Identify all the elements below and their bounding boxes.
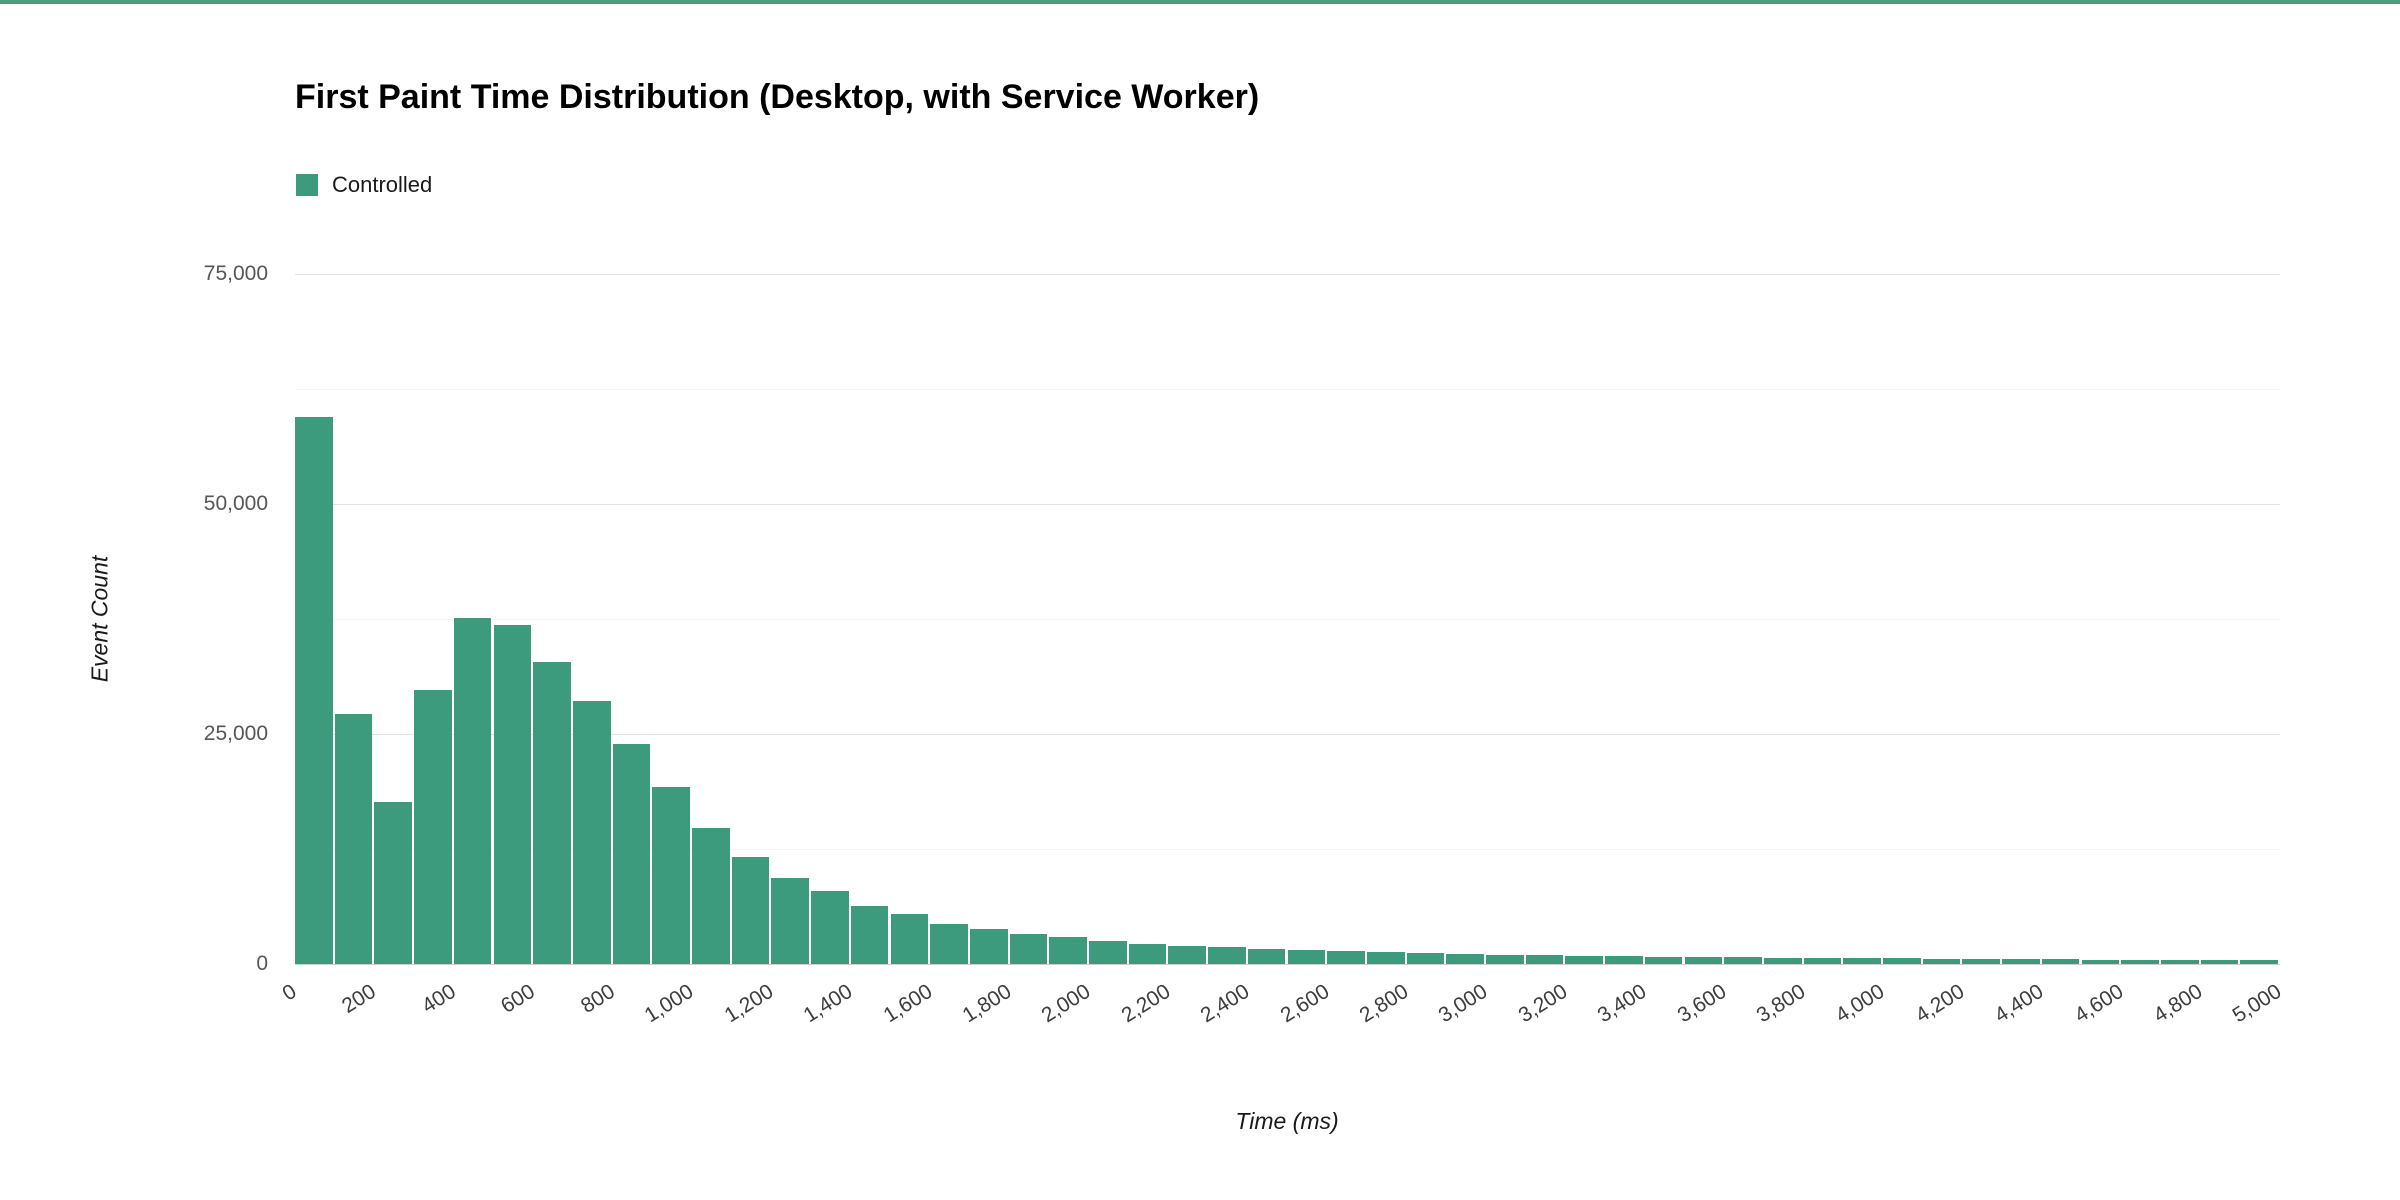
page-top-border (0, 0, 2400, 4)
histogram-bar[interactable] (612, 744, 651, 964)
x-tick-label: 3,600 (1673, 979, 1731, 1028)
histogram-bar[interactable] (1962, 959, 2001, 964)
x-tick-label: 3,800 (1752, 979, 1810, 1028)
y-tick-label: 75,000 (203, 262, 268, 285)
histogram-bar[interactable] (295, 416, 333, 964)
x-tick-label: 1,200 (720, 979, 778, 1028)
histogram-bar[interactable] (2002, 959, 2040, 964)
x-tick-label: 1,400 (799, 979, 857, 1028)
histogram-bar[interactable] (652, 787, 690, 964)
x-tick-label: 1,600 (879, 979, 937, 1028)
x-axis-baseline (295, 964, 2280, 965)
histogram-bar[interactable] (1565, 955, 1604, 964)
histogram-bar[interactable] (2240, 960, 2278, 964)
histogram-bar[interactable] (1049, 937, 1087, 964)
histogram-bar[interactable] (1803, 957, 1842, 964)
histogram-bar[interactable] (493, 625, 532, 964)
y-minor-gridline (295, 849, 2280, 850)
histogram-bar[interactable] (930, 923, 968, 964)
histogram-bar[interactable] (1009, 933, 1048, 964)
y-tick-label: 0 (256, 952, 268, 975)
legend-swatch-controlled[interactable] (296, 174, 318, 196)
histogram-bar[interactable] (414, 689, 452, 964)
plot-area (295, 274, 2280, 965)
histogram-bar[interactable] (1605, 956, 1643, 964)
x-tick-label: 4,800 (2149, 979, 2207, 1028)
histogram-bar[interactable] (1644, 956, 1683, 964)
x-tick-label: 2,200 (1117, 979, 1175, 1028)
x-tick-label: 3,200 (1514, 979, 1572, 1028)
histogram-bar[interactable] (374, 802, 413, 964)
x-tick-label: 600 (497, 979, 540, 1018)
histogram-bar[interactable] (533, 662, 571, 964)
y-gridline (295, 734, 2280, 735)
histogram-bar[interactable] (1168, 945, 1207, 964)
x-tick-label: 1,000 (641, 979, 698, 1028)
y-tick-label: 25,000 (203, 722, 268, 745)
histogram-bar[interactable] (2041, 959, 2080, 964)
histogram-bar[interactable] (1763, 957, 1802, 964)
histogram-bar[interactable] (1287, 950, 1326, 964)
x-tick-label: 4,200 (1911, 979, 1969, 1028)
histogram-bar[interactable] (2121, 959, 2159, 964)
histogram-bar[interactable] (1089, 941, 1127, 964)
x-tick-label: 3,400 (1593, 979, 1651, 1028)
histogram-bar[interactable] (1128, 943, 1167, 964)
x-tick-label: 200 (338, 979, 381, 1018)
x-tick-label: 4,600 (2070, 979, 2128, 1028)
histogram-bar[interactable] (1922, 958, 1961, 964)
x-tick-label: 0 (278, 979, 301, 1006)
histogram-bar[interactable] (1208, 947, 1246, 964)
y-axis-labels: 0 25,000 50,000 75,000 (0, 262, 268, 975)
x-tick-label: 4,400 (1990, 979, 2048, 1028)
histogram-bar[interactable] (1525, 955, 1564, 964)
histogram-bar[interactable] (2160, 959, 2199, 964)
histogram-bar[interactable] (1446, 953, 1484, 964)
x-axis-title: Time (ms) (1235, 1108, 1339, 1134)
histogram-bar[interactable] (850, 906, 889, 964)
histogram-bar[interactable] (731, 857, 770, 964)
histogram-bar[interactable] (334, 713, 373, 964)
legend: Controlled (296, 172, 432, 198)
histogram-bar[interactable] (2200, 960, 2239, 964)
x-tick-label: 2,800 (1355, 979, 1413, 1028)
histogram-bar[interactable] (1486, 954, 1524, 964)
histogram-bar[interactable] (969, 929, 1008, 964)
x-tick-label: 800 (576, 979, 619, 1018)
y-minor-gridline (295, 389, 2280, 390)
histogram-bar[interactable] (692, 827, 730, 964)
x-tick-label: 400 (417, 979, 460, 1018)
histogram-bar[interactable] (1366, 952, 1405, 964)
histogram-bar[interactable] (1327, 951, 1365, 964)
x-tick-label: 2,000 (1038, 979, 1095, 1028)
x-tick-label: 2,600 (1276, 979, 1334, 1028)
y-gridline (295, 274, 2280, 275)
histogram-bar[interactable] (1406, 952, 1445, 964)
histogram-bar[interactable] (811, 891, 849, 964)
histogram-bar[interactable] (1883, 958, 1921, 964)
histogram-bar[interactable] (453, 618, 492, 964)
histogram-bar[interactable] (1684, 956, 1723, 964)
histogram-bar[interactable] (1724, 957, 1762, 964)
x-tick-label: 3,000 (1435, 979, 1492, 1028)
y-gridline (295, 504, 2280, 505)
x-tick-label: 5,000 (2229, 979, 2286, 1028)
histogram-bar[interactable] (1843, 958, 1881, 964)
x-tick-label: 1,800 (958, 979, 1016, 1028)
histogram-bar[interactable] (890, 914, 929, 964)
x-axis-labels: 0 200 400 600 800 1,000 1,200 1,400 1,600 1,800 2,… (279, 964, 2286, 1074)
histogram-bar[interactable] (2081, 959, 2120, 964)
histogram-bar[interactable] (1247, 948, 1286, 964)
y-tick-label: 50,000 (203, 492, 268, 515)
chart-title: First Paint Time Distribution (Desktop, … (295, 78, 1260, 116)
x-tick-label: 2,400 (1196, 979, 1254, 1028)
x-tick-label: 4,000 (1832, 979, 1889, 1028)
histogram-bar[interactable] (572, 700, 611, 964)
histogram-bar[interactable] (771, 878, 810, 964)
legend-label[interactable]: Controlled (332, 172, 433, 197)
y-minor-gridline (295, 619, 2280, 620)
